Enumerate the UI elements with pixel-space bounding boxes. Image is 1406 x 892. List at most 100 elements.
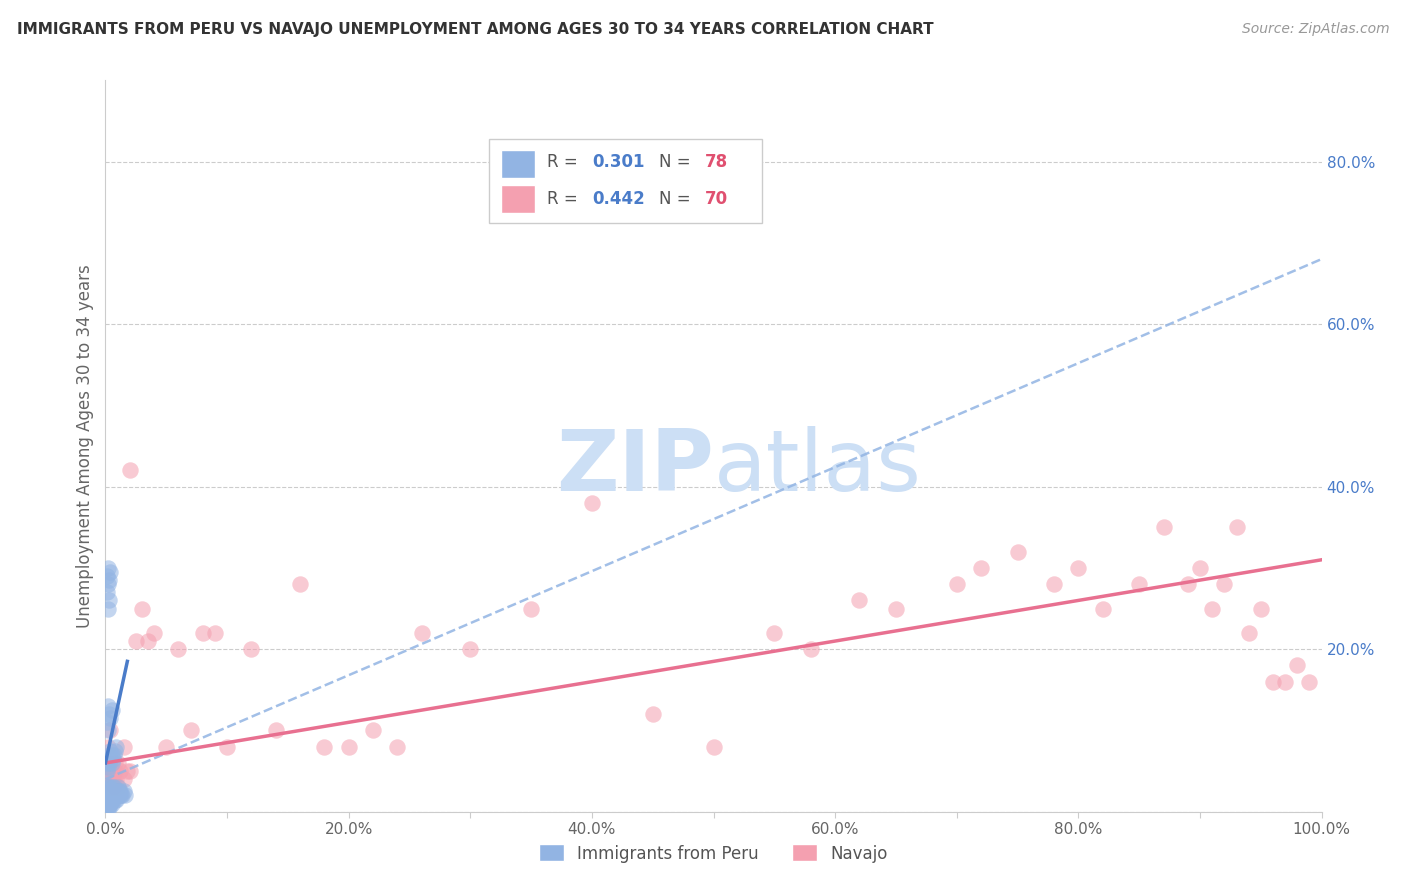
Legend: Immigrants from Peru, Navajo: Immigrants from Peru, Navajo (533, 838, 894, 869)
Point (1091, 601, 1114, 615)
Point (100, 756, 122, 770)
Point (155, 739, 177, 754)
Point (101, 780, 124, 795)
Point (98, 784, 121, 798)
Point (97, 739, 120, 754)
Point (387, 739, 409, 754)
Point (1128, 577, 1150, 591)
Point (97, 577, 120, 591)
Point (108, 789, 131, 803)
Point (103, 780, 125, 795)
Point (103, 780, 125, 795)
Text: Source: ZipAtlas.com: Source: ZipAtlas.com (1241, 22, 1389, 37)
Point (97, 797, 120, 811)
Point (1007, 544, 1029, 558)
Text: IMMIGRANTS FROM PERU VS NAVAJO UNEMPLOYMENT AMONG AGES 30 TO 34 YEARS CORRELATIO: IMMIGRANTS FROM PERU VS NAVAJO UNEMPLOYM… (17, 22, 934, 37)
Point (98, 780, 121, 795)
Point (105, 739, 128, 754)
Point (240, 642, 263, 657)
Point (96, 789, 118, 803)
Point (105, 772, 128, 787)
Point (98, 797, 121, 811)
Point (98, 707, 121, 722)
Point (1298, 674, 1320, 689)
Point (641, 707, 664, 722)
Point (98, 798, 121, 813)
Y-axis label: Unemployment Among Ages 30 to 34 years: Unemployment Among Ages 30 to 34 years (76, 264, 94, 628)
Point (97, 784, 120, 798)
Point (97, 772, 120, 787)
Point (100, 703, 122, 717)
Point (100, 747, 122, 762)
Point (97, 780, 120, 795)
Point (1274, 674, 1296, 689)
Point (848, 593, 870, 607)
Point (101, 792, 124, 806)
Point (98, 784, 121, 798)
Point (1067, 561, 1090, 575)
Point (100, 784, 122, 798)
Point (103, 772, 125, 787)
Point (103, 747, 125, 762)
Point (97, 561, 120, 575)
Point (1189, 561, 1212, 575)
Point (98, 723, 121, 738)
Point (1261, 674, 1284, 689)
Text: R =: R = (547, 153, 583, 171)
Point (1225, 520, 1247, 534)
Point (104, 756, 127, 770)
Point (101, 764, 124, 778)
Point (111, 789, 134, 803)
Text: R =: R = (547, 190, 583, 208)
Point (100, 772, 122, 787)
Point (104, 789, 127, 803)
Text: atlas: atlas (713, 426, 921, 509)
Point (98, 756, 121, 770)
Point (103, 784, 125, 798)
Bar (501, 185, 534, 212)
Point (100, 797, 122, 811)
Point (98, 800, 121, 814)
Point (98, 792, 121, 806)
Point (96, 792, 118, 806)
Point (98, 792, 121, 806)
Point (105, 792, 128, 806)
Point (98, 780, 121, 795)
Point (204, 626, 226, 640)
Point (98, 593, 121, 607)
Point (1153, 520, 1175, 534)
Point (108, 784, 131, 798)
Point (97, 789, 120, 803)
Point (98, 789, 121, 803)
Point (970, 561, 993, 575)
Point (100, 792, 122, 806)
Point (117, 764, 139, 778)
Point (520, 601, 543, 615)
Point (100, 789, 122, 803)
Point (118, 463, 141, 477)
Point (702, 739, 725, 754)
Point (97, 792, 120, 806)
Point (98, 573, 121, 587)
Point (107, 780, 129, 795)
Point (105, 789, 128, 803)
Point (96, 780, 118, 795)
Point (314, 739, 336, 754)
Point (100, 764, 122, 778)
Point (114, 789, 136, 803)
Point (98, 780, 121, 795)
Point (112, 784, 135, 798)
Text: ZIP: ZIP (555, 426, 713, 509)
Point (125, 634, 148, 648)
Point (97, 601, 120, 615)
Point (97, 752, 120, 766)
Point (110, 789, 132, 803)
Point (98, 747, 121, 762)
Point (96, 756, 118, 770)
Point (104, 784, 127, 798)
Point (1213, 577, 1236, 591)
Point (98, 789, 121, 803)
Point (361, 723, 384, 738)
Point (945, 577, 967, 591)
Point (337, 739, 360, 754)
